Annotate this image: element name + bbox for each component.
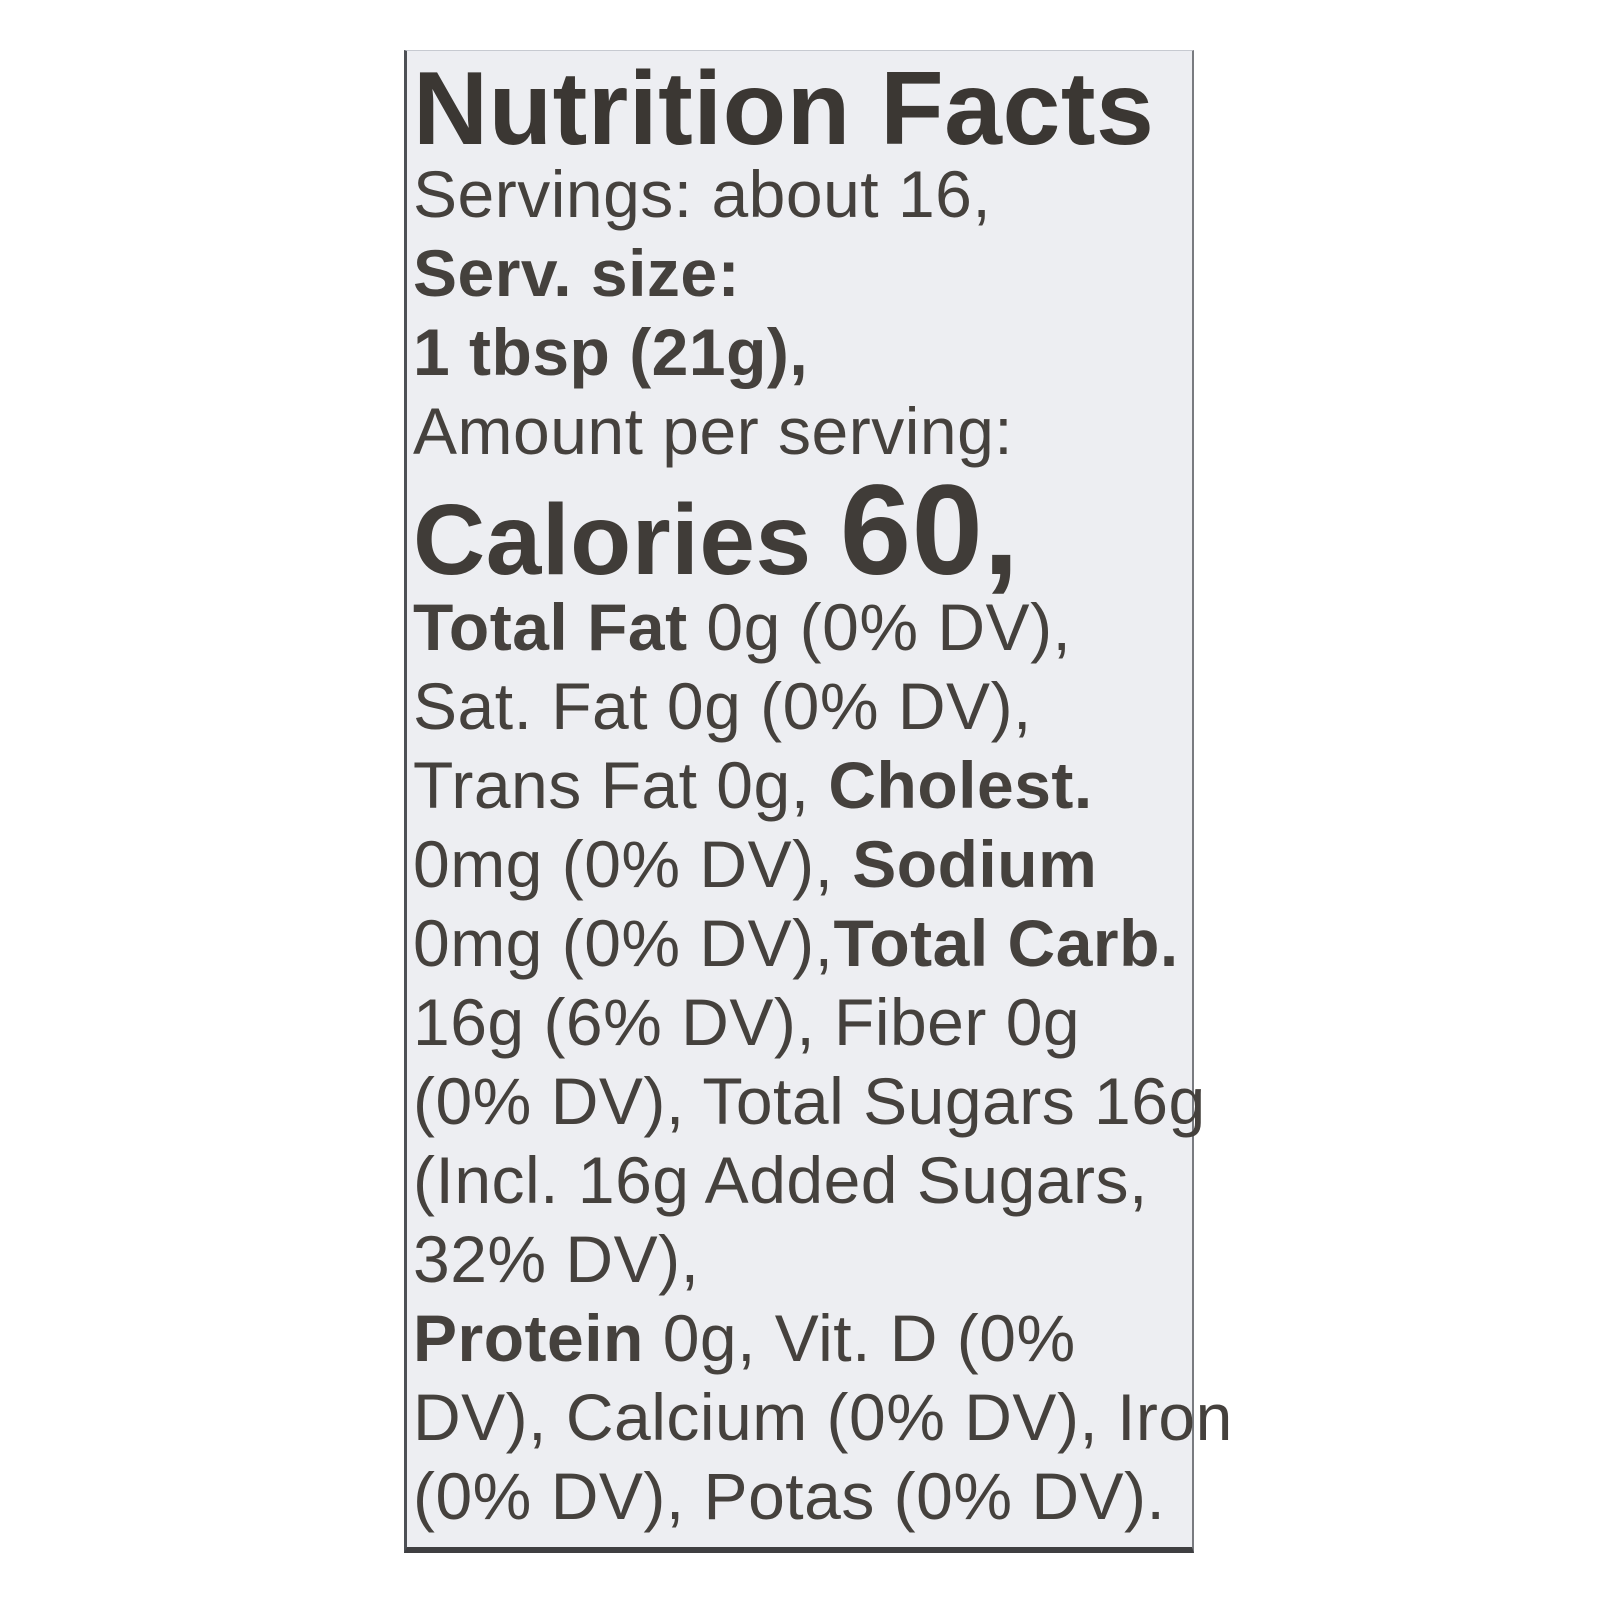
calcium-iron-line: DV), Calcium (0% DV), Iron [413, 1384, 1233, 1450]
total-fat-label: Total Fat [413, 590, 688, 664]
total-carb-fiber-text: 16g (6% DV), Fiber 0g [413, 985, 1081, 1059]
potassium-line: (0% DV), Potas (0% DV). [413, 1463, 1165, 1529]
sodium-value: 0mg (0% DV), [413, 906, 834, 980]
calories-value: 60, [839, 459, 1020, 602]
label-title: Nutrition Facts [413, 51, 1155, 167]
amount-per-serving-line: Amount per serving: [413, 394, 1014, 468]
calories-label: Calories [413, 484, 840, 596]
serving-size-value-line: 1 tbsp (21g), [413, 315, 809, 389]
total-carb-fiber-line: 16g (6% DV), Fiber 0g [413, 989, 1080, 1055]
added-sugars-line: (Incl. 16g Added Sugars, [413, 1147, 1148, 1213]
sodium-label: Sodium [852, 827, 1098, 901]
total-sugars-text: (0% DV), Total Sugars 16g [413, 1064, 1206, 1138]
calcium-iron-text: DV), Calcium (0% DV), Iron [413, 1380, 1233, 1454]
cholesterol-sodium-line: 0mg (0% DV), Sodium [413, 831, 1097, 897]
sodium-total-carb-line: 0mg (0% DV),Total Carb. [413, 910, 1179, 976]
total-fat-value: 0g (0% DV), [687, 590, 1072, 664]
total-fat-line: Total Fat 0g (0% DV), [413, 594, 1071, 660]
sat-fat-text: Sat. Fat 0g (0% DV), [413, 669, 1032, 743]
cholesterol-label: Cholest. [828, 748, 1093, 822]
trans-fat-cholesterol-line: Trans Fat 0g, Cholest. [413, 752, 1093, 818]
nutrition-label: Nutrition Facts Servings: about 16, Serv… [404, 50, 1232, 1553]
added-sugars-dv-line: 32% DV), [413, 1226, 699, 1292]
total-carb-label: Total Carb. [833, 906, 1179, 980]
servings-line: Servings: about 16, [413, 157, 992, 231]
protein-vitamin-d-line: Protein 0g, Vit. D (0% [413, 1305, 1076, 1371]
added-sugars-text: (Incl. 16g Added Sugars, [413, 1143, 1148, 1217]
sat-fat-line: Sat. Fat 0g (0% DV), [413, 673, 1032, 739]
potassium-text: (0% DV), Potas (0% DV). [413, 1459, 1166, 1533]
total-sugars-line: (0% DV), Total Sugars 16g [413, 1068, 1206, 1134]
calories-line: Calories 60, [413, 467, 1019, 595]
serving-size-label-line: Serv. size: [413, 236, 741, 310]
cholesterol-value: 0mg (0% DV), [413, 827, 853, 901]
protein-label: Protein [413, 1301, 644, 1375]
trans-fat-text: Trans Fat 0g, [413, 748, 829, 822]
protein-vitamin-d-value: 0g, Vit. D (0% [643, 1301, 1076, 1375]
added-sugars-dv-text: 32% DV), [413, 1222, 700, 1296]
